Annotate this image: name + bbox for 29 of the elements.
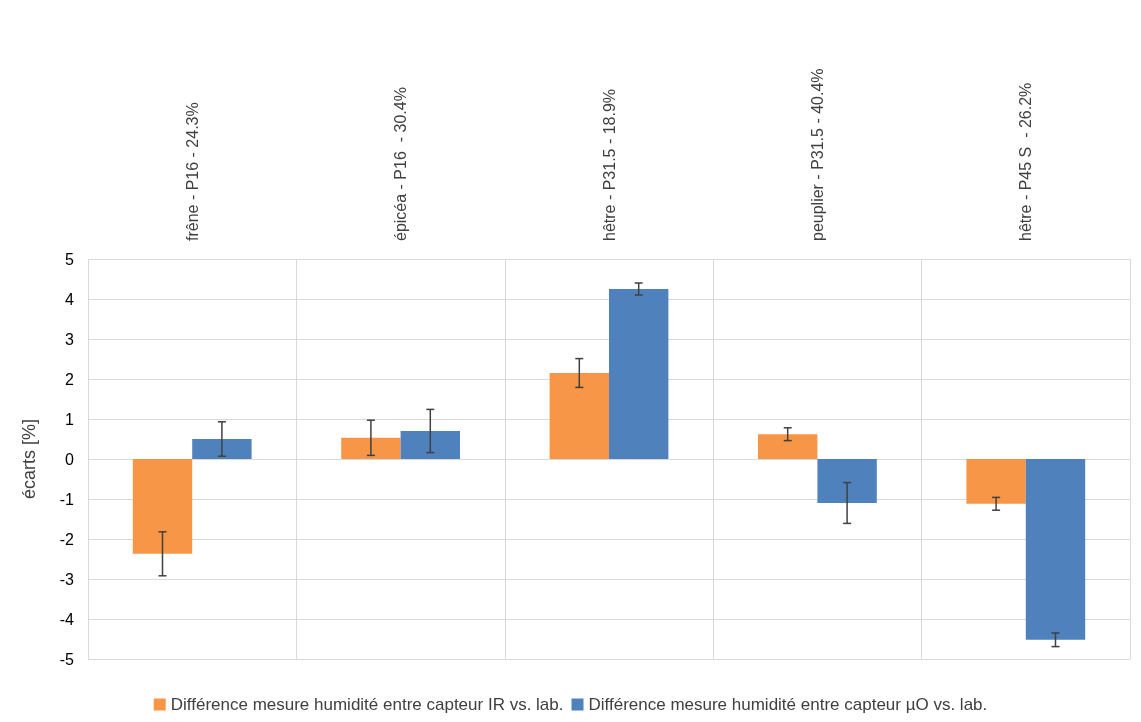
legend-label: Différence mesure humidité entre capteur IR vs. lab.: [170, 695, 564, 714]
y-axis-title: écarts [%]: [19, 418, 39, 500]
y-tick-label: -5: [59, 650, 75, 668]
y-tick-label: -1: [59, 490, 75, 508]
y-tick-label: 0: [65, 450, 75, 468]
x-tick-label: épicéa - P16 - 30.4%: [392, 87, 410, 241]
bar: [817, 459, 877, 503]
bar: [1025, 459, 1086, 640]
bar: [966, 459, 1026, 504]
y-tick-label: 4: [65, 290, 75, 308]
y-tick-label: -4: [59, 610, 75, 628]
bar: [400, 431, 460, 459]
x-tick-label: peuplier - P31.5 - 40.4%: [808, 68, 826, 241]
bar: [341, 437, 401, 459]
bar: [609, 289, 669, 459]
bar: [192, 439, 252, 459]
x-tick-label: hêtre - P31.5 - 18.9%: [600, 88, 618, 241]
y-tick-label: 1: [65, 410, 75, 428]
y-tick-label: 5: [65, 250, 75, 268]
y-tick-label: 2: [65, 370, 75, 388]
y-tick-label: -2: [59, 530, 75, 548]
bar: [549, 373, 609, 459]
y-tick-label: -3: [59, 570, 75, 588]
x-tick-label: hêtre - P45 S - 26.2%: [1017, 82, 1035, 241]
x-tick-label: frêne - P16 - 24.3%: [183, 102, 201, 241]
y-tick-label: 3: [65, 330, 75, 348]
bar: [758, 434, 818, 459]
legend-label: Différence mesure humidité entre capteur µO vs. lab.: [588, 695, 988, 714]
bar: [132, 459, 193, 554]
